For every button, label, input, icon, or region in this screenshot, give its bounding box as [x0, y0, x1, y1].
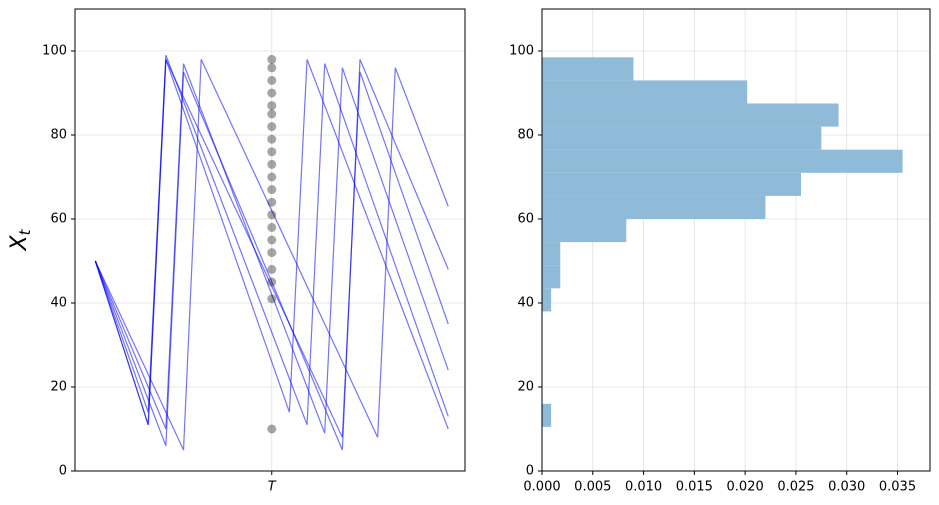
y-axis-label: Xt — [7, 228, 34, 251]
marker — [267, 159, 277, 169]
marker — [267, 197, 277, 207]
sample-path — [94, 59, 449, 438]
marker — [267, 294, 277, 304]
y-tick-label: 20 — [517, 380, 534, 395]
marker — [267, 185, 277, 195]
marker — [267, 222, 277, 232]
y-tick-label: 100 — [509, 44, 534, 59]
marker — [267, 235, 277, 245]
marker — [267, 424, 277, 434]
marker — [267, 88, 277, 98]
x-tick-label: 0.030 — [828, 480, 865, 495]
y-tick-label: 40 — [50, 296, 67, 311]
bar — [542, 403, 552, 427]
marker — [267, 101, 277, 111]
axes-frame — [74, 8, 466, 472]
x-tick-label: T — [268, 480, 277, 495]
y-tick-label: 80 — [517, 128, 534, 143]
y-axis-label-main: X — [7, 234, 32, 251]
bar — [542, 172, 802, 196]
bar — [542, 57, 634, 81]
marker — [267, 172, 277, 182]
bar — [542, 195, 766, 219]
x-tick-label: 0.010 — [625, 480, 662, 495]
bar — [542, 80, 748, 104]
bar — [542, 288, 552, 312]
marker — [267, 210, 277, 220]
marker — [267, 54, 277, 64]
x-tick-label: 0.005 — [574, 480, 611, 495]
y-tick-label: 20 — [50, 380, 67, 395]
y-tick-label: 100 — [42, 44, 67, 59]
x-tick-label: 0.015 — [676, 480, 713, 495]
y-tick-label: 0 — [526, 464, 534, 479]
x-tick-label: 0.000 — [523, 480, 560, 495]
marker — [267, 63, 277, 73]
y-tick-label: 40 — [517, 296, 534, 311]
sample-path — [94, 59, 449, 451]
y-tick-label: 80 — [50, 128, 67, 143]
marker — [267, 109, 277, 119]
marker — [267, 248, 277, 258]
marker — [267, 134, 277, 144]
bar — [542, 219, 627, 243]
y-tick-label: 60 — [50, 212, 67, 227]
bar — [542, 149, 903, 173]
sample-path — [94, 59, 449, 451]
x-tick-label: 0.020 — [727, 480, 764, 495]
axes-frame — [541, 8, 931, 472]
x-tick-label: 0.025 — [777, 480, 814, 495]
bar — [542, 126, 822, 150]
marker — [267, 277, 277, 287]
y-axis-label-subscript: t — [16, 228, 34, 235]
marker — [267, 264, 277, 274]
marker — [267, 147, 277, 157]
bar — [542, 242, 561, 266]
marker — [267, 122, 277, 132]
bar — [542, 103, 839, 127]
y-tick-label: 0 — [59, 464, 67, 479]
y-tick-label: 60 — [517, 212, 534, 227]
marker — [267, 75, 277, 85]
x-tick-label: 0.035 — [879, 480, 916, 495]
bar — [542, 265, 561, 289]
